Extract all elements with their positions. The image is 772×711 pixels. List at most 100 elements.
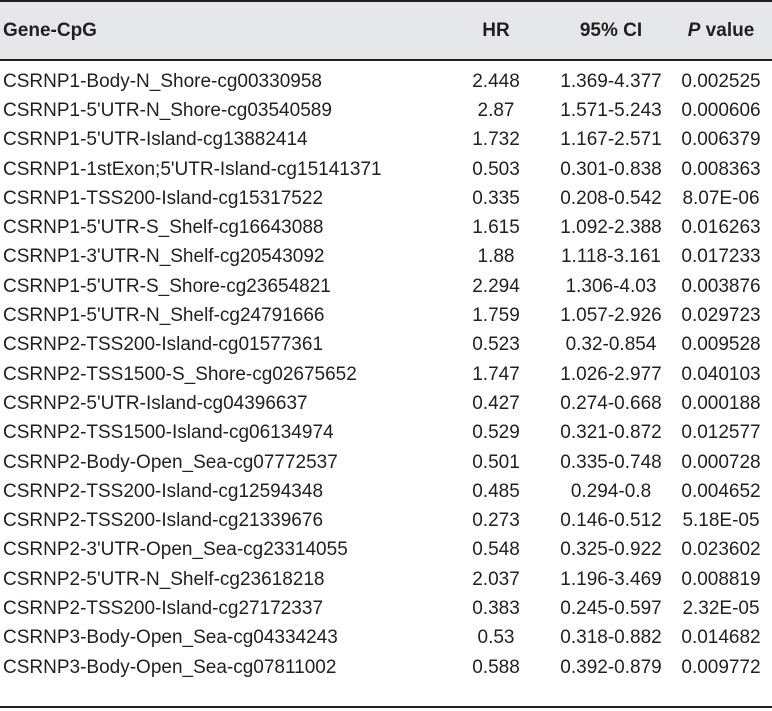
header-row: Gene-CpG HR 95% CI P value	[0, 0, 772, 61]
ci-cell: 0.321-0.872	[560, 422, 662, 444]
gene-cpg-cell: CSRNP1-5'UTR-S_Shelf-cg16643088	[3, 217, 324, 239]
p-value-cell: 5.18E-05	[682, 510, 760, 532]
gene-cpg-cell: CSRNP1-5'UTR-Island-cg13882414	[3, 129, 308, 151]
p-value-cell: 0.008819	[681, 568, 761, 590]
p-value-suffix: value	[700, 19, 755, 41]
ci-cell: 1.306-4.03	[565, 275, 657, 297]
ci-cell: 0.274-0.668	[560, 392, 662, 414]
column-header-gene-cpg: Gene-CpG	[3, 19, 97, 41]
p-value-cell: 0.029723	[681, 305, 761, 327]
header-band	[0, 0, 772, 61]
gene-cpg-cell: CSRNP1-5'UTR-N_Shelf-cg24791666	[3, 305, 325, 327]
p-value-cell: 0.006379	[681, 129, 761, 151]
table-row: CSRNP1-TSS200-Island-cg15317522 0.335 0.20…	[0, 184, 772, 213]
hr-cell: 0.427	[472, 392, 520, 414]
p-value-cell: 0.016263	[681, 217, 761, 239]
p-value-cell: 0.003876	[681, 275, 761, 297]
ci-cell: 1.571-5.243	[560, 99, 662, 121]
table-row: CSRNP2-TSS200-Island-cg01577361 0.523 0.32…	[0, 331, 772, 360]
p-value-cell: 0.008363	[681, 158, 761, 180]
ci-cell: 0.318-0.882	[560, 627, 662, 649]
p-value-cell: 2.32E-05	[682, 597, 760, 619]
p-value-cell: 0.040103	[681, 363, 761, 385]
p-value-cell: 0.009772	[681, 656, 761, 678]
hr-cell: 0.588	[472, 656, 520, 678]
gene-cpg-cell: CSRNP2-TSS1500-S_Shore-cg02675652	[3, 363, 357, 385]
gene-cpg-cell: CSRNP2-TSS200-Island-cg01577361	[3, 334, 324, 356]
hr-cell: 0.503	[472, 158, 520, 180]
p-value-cell: 0.000606	[681, 99, 761, 121]
ci-cell: 0.208-0.542	[560, 187, 662, 209]
hr-cell: 0.335	[472, 187, 520, 209]
table-row: CSRNP2-TSS1500-Island-cg06134974 0.529 0.3…	[0, 419, 772, 448]
hr-cell: 1.747	[472, 363, 520, 385]
table-row: CSRNP3-Body-Open_Sea-cg07811002 0.588 0.39…	[0, 653, 772, 682]
column-header-ci: 95% CI	[579, 19, 643, 41]
table-row: CSRNP2-TSS200-Island-cg12594348 0.485 0.29…	[0, 477, 772, 506]
gene-cpg-cell: CSRNP1-5'UTR-S_Shore-cg23654821	[3, 275, 331, 297]
gene-cpg-cell: CSRNP1-3'UTR-N_Shelf-cg20543092	[3, 246, 325, 268]
table-row: CSRNP2-Body-Open_Sea-cg07772537 0.501 0.33…	[0, 448, 772, 477]
gene-cpg-cell: CSRNP2-TSS200-Island-cg27172337	[3, 597, 324, 619]
ci-cell: 0.146-0.512	[560, 510, 662, 532]
hr-cell: 2.448	[472, 70, 520, 92]
table-row: CSRNP1-5'UTR-N_Shelf-cg24791666 1.759 1.05…	[0, 301, 772, 330]
hr-cell: 1.615	[472, 217, 520, 239]
hr-cell: 0.273	[472, 510, 520, 532]
ci-cell: 1.026-2.977	[560, 363, 662, 385]
ci-cell: 0.294-0.8	[570, 480, 652, 502]
p-value-cell: 0.012577	[681, 422, 761, 444]
p-value-cell: 0.000728	[681, 451, 761, 473]
bottom-rule	[0, 706, 772, 708]
table-row: CSRNP1-5'UTR-Island-cg13882414 1.732 1.167…	[0, 126, 772, 155]
table-row: CSRNP1-5'UTR-S_Shelf-cg16643088 1.615 1.09…	[0, 213, 772, 242]
gene-cpg-cell: CSRNP2-3'UTR-Open_Sea-cg23314055	[3, 539, 348, 561]
p-value-cell: 0.017233	[681, 246, 761, 268]
ci-cell: 0.392-0.879	[560, 656, 662, 678]
hr-cell: 0.485	[472, 480, 520, 502]
ci-cell: 1.118-3.161	[560, 246, 661, 268]
ci-cell: 0.245-0.597	[560, 597, 662, 619]
gene-cpg-cell: CSRNP1-5'UTR-N_Shore-cg03540589	[3, 99, 332, 121]
hr-cell: 2.037	[472, 568, 520, 590]
p-value-cell: 0.004652	[681, 480, 761, 502]
table-row: CSRNP2-TSS1500-S_Shore-cg02675652 1.747 1.…	[0, 360, 772, 389]
table-row: CSRNP1-5'UTR-S_Shore-cg23654821 2.294 1.30…	[0, 272, 772, 301]
ci-cell: 0.301-0.838	[560, 158, 662, 180]
ci-cell: 1.092-2.388	[560, 217, 662, 239]
gene-cpg-cell: CSRNP2-5'UTR-Island-cg04396637	[3, 392, 308, 414]
gene-cpg-cell: CSRNP2-5'UTR-N_Shelf-cg23618218	[3, 568, 325, 590]
ci-cell: 1.369-4.377	[560, 70, 662, 92]
ci-cell: 0.335-0.748	[560, 451, 662, 473]
p-value-cell: 0.000188	[681, 392, 761, 414]
gene-cpg-cell: CSRNP3-Body-Open_Sea-cg04334243	[3, 627, 338, 649]
table-body: CSRNP1-Body-N_Shore-cg00330958 2.448 1.369…	[0, 61, 772, 682]
hr-cell: 0.523	[472, 334, 520, 356]
hr-cell: 1.759	[472, 305, 520, 327]
gene-cpg-cell: CSRNP2-Body-Open_Sea-cg07772537	[3, 451, 338, 473]
gene-cpg-cell: CSRNP2-TSS200-Island-cg12594348	[3, 480, 324, 502]
gene-cpg-cell: CSRNP1-TSS200-Island-cg15317522	[3, 187, 324, 209]
p-value-cell: 8.07E-06	[682, 187, 760, 209]
ci-cell: 0.32-0.854	[565, 334, 657, 356]
gene-cpg-cell: CSRNP1-Body-N_Shore-cg00330958	[3, 70, 322, 92]
table-row: CSRNP2-3'UTR-Open_Sea-cg23314055 0.548 0.3…	[0, 536, 772, 565]
p-value-cell: 0.014682	[681, 627, 761, 649]
p-value-cell: 0.002525	[681, 70, 761, 92]
results-table: Gene-CpG HR 95% CI P value CSRNP1-Body-N…	[0, 0, 772, 682]
gene-cpg-cell: CSRNP3-Body-Open_Sea-cg07811002	[3, 656, 337, 678]
p-symbol: P	[687, 19, 701, 41]
hr-cell: 2.87	[477, 99, 515, 121]
table-row: CSRNP2-5'UTR-N_Shelf-cg23618218 2.037 1.19…	[0, 565, 772, 594]
hr-cell: 2.294	[472, 275, 520, 297]
table-row: CSRNP3-Body-Open_Sea-cg04334243 0.53 0.318…	[0, 624, 772, 653]
table-row: CSRNP1-3'UTR-N_Shelf-cg20543092 1.88 1.118…	[0, 243, 772, 272]
p-value-cell: 0.009528	[681, 334, 761, 356]
table-row: CSRNP1-1stExon;5'UTR-Island-cg15141371 0.…	[0, 155, 772, 184]
table-row: CSRNP1-5'UTR-N_Shore-cg03540589 2.87 1.571…	[0, 96, 772, 125]
column-header-hr: HR	[482, 19, 510, 41]
hr-cell: 1.732	[472, 129, 520, 151]
table-row: CSRNP2-5'UTR-Island-cg04396637 0.427 0.274…	[0, 389, 772, 418]
hr-cell: 0.548	[472, 539, 520, 561]
